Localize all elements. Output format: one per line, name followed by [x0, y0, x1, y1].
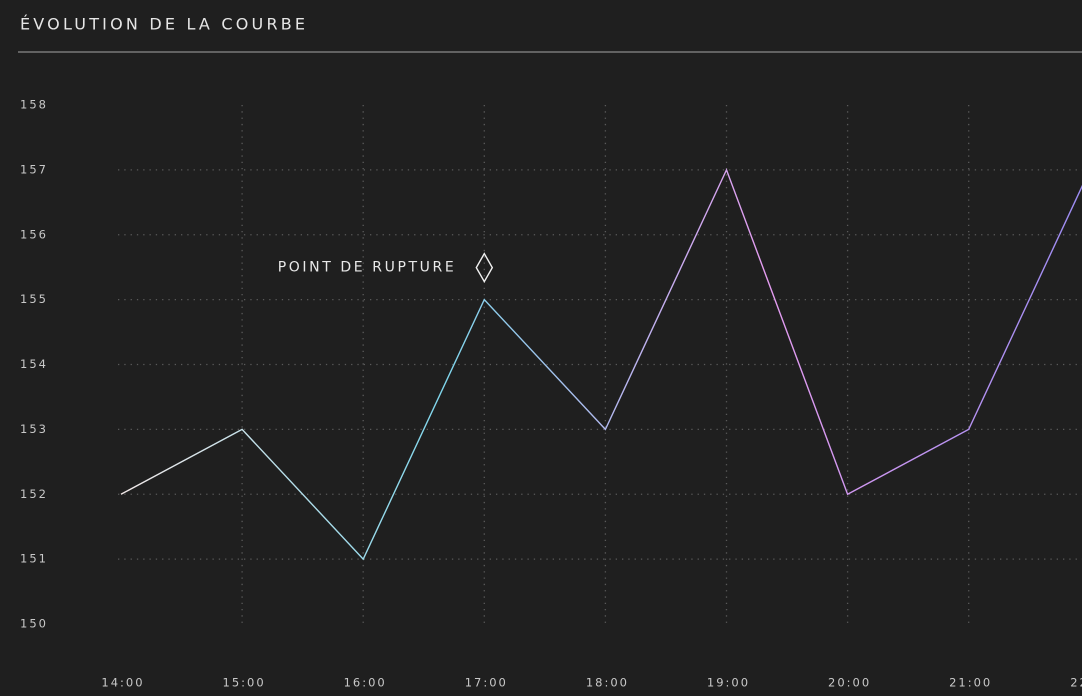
x-tick-label: 15:00	[223, 676, 266, 690]
y-tick-label: 157	[20, 162, 48, 176]
x-tick-label: 19:00	[707, 676, 750, 690]
x-tick-label: 17:00	[465, 676, 508, 690]
x-tick-label: 18:00	[586, 676, 629, 690]
x-tick-label: 21:00	[949, 676, 992, 690]
annotation: POINT DE RUPTURE	[278, 260, 457, 276]
annotation-marker	[475, 252, 494, 284]
x-tick-label: 14:00	[101, 676, 144, 690]
x-tick-label: 20:00	[828, 676, 871, 690]
y-tick-label: 150	[20, 617, 48, 631]
y-tick-label: 153	[20, 422, 48, 436]
x-tick-label: 22:00	[1070, 676, 1082, 690]
y-tick-label: 154	[20, 357, 48, 371]
chart-title: ÉVOLUTION DE LA COURBE	[20, 15, 308, 34]
line	[120, 168, 1082, 561]
y-tick-label: 155	[20, 292, 48, 306]
y-tick-label: 158	[20, 98, 48, 112]
y-tick-label: 151	[20, 552, 48, 566]
y-tick-label: 156	[20, 227, 48, 241]
y-tick-label: 152	[20, 487, 48, 501]
x-tick-label: 16:00	[344, 676, 387, 690]
